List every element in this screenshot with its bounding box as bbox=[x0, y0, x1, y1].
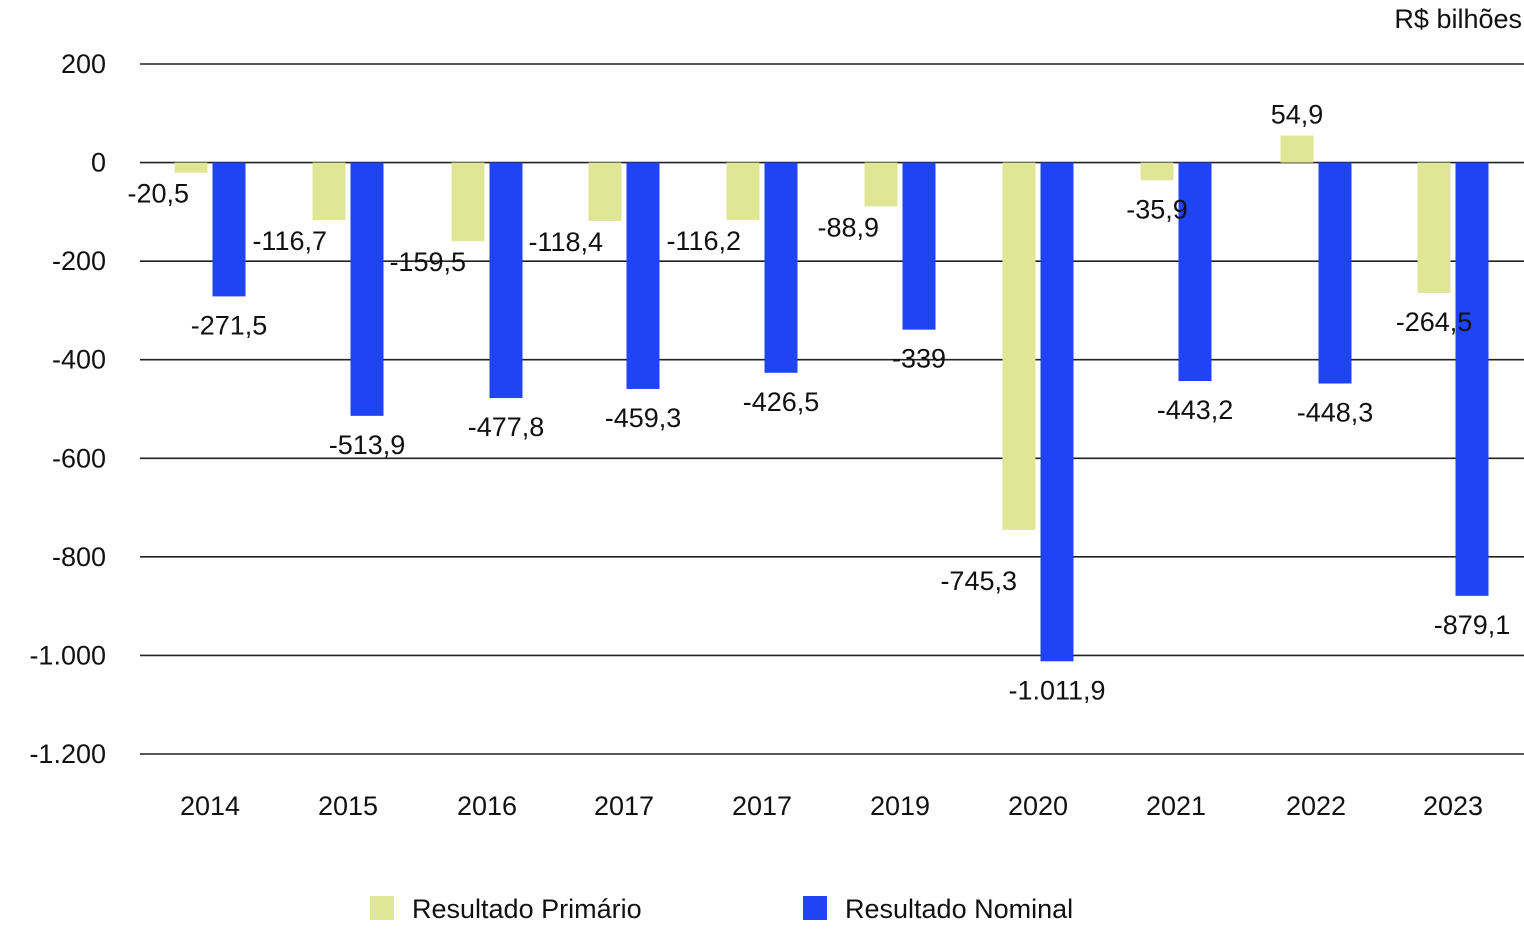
x-tick-label: 2019 bbox=[870, 791, 930, 821]
y-tick-label: 0 bbox=[91, 148, 106, 178]
y-tick-label: -600 bbox=[52, 443, 106, 473]
data-label: -264,5 bbox=[1396, 307, 1473, 337]
bar-resultado-primario bbox=[174, 162, 208, 173]
data-labels: -20,5 -116,7 -159,5 -118,4 -116,2 -88,9 -745,3… bbox=[127, 100, 1510, 706]
x-axis-ticks: 2014 2015 2016 2017 2017 2019 2020 2021 2022 2023 bbox=[180, 791, 1483, 821]
data-label: -745,3 bbox=[940, 566, 1017, 596]
bar-resultado-nominal bbox=[1040, 162, 1074, 662]
bar-resultado-primario bbox=[1417, 162, 1451, 293]
bar-resultado-primario bbox=[726, 162, 760, 220]
x-tick-label: 2021 bbox=[1146, 791, 1206, 821]
bar-resultado-primario bbox=[1140, 162, 1174, 181]
legend-label: Resultado Nominal bbox=[845, 894, 1073, 924]
legend-swatch bbox=[370, 896, 394, 920]
y-tick-label: -1.200 bbox=[29, 739, 106, 769]
legend-label: Resultado Primário bbox=[412, 894, 642, 924]
x-tick-label: 2022 bbox=[1286, 791, 1346, 821]
data-label: -159,5 bbox=[389, 247, 466, 277]
bar-resultado-primario bbox=[312, 162, 346, 221]
y-axis-ticks: 200 0 -200 -400 -600 -800 -1.000 -1.200 bbox=[29, 49, 106, 769]
data-label: -448,3 bbox=[1297, 398, 1374, 428]
data-label: -477,8 bbox=[468, 412, 545, 442]
y-tick-label: -1.000 bbox=[29, 640, 106, 670]
x-tick-label: 2015 bbox=[318, 791, 378, 821]
x-tick-label: 2017 bbox=[594, 791, 654, 821]
x-tick-label: 2023 bbox=[1423, 791, 1483, 821]
data-label: 54,9 bbox=[1271, 100, 1324, 130]
data-label: -271,5 bbox=[191, 310, 268, 340]
data-label: -116,2 bbox=[666, 226, 741, 256]
data-label: -88,9 bbox=[817, 212, 879, 242]
unit-label: R$ bilhões bbox=[1394, 4, 1522, 34]
bar-resultado-primario bbox=[451, 162, 485, 242]
bar-resultado-primario bbox=[1002, 162, 1036, 530]
data-label: -339 bbox=[892, 344, 946, 374]
bars bbox=[174, 135, 1489, 662]
bar-resultado-nominal bbox=[1455, 162, 1489, 596]
legend-swatch bbox=[803, 896, 827, 920]
y-tick-label: -200 bbox=[52, 246, 106, 276]
x-tick-label: 2020 bbox=[1008, 791, 1068, 821]
bar-resultado-nominal bbox=[212, 162, 246, 297]
x-tick-label: 2017 bbox=[732, 791, 792, 821]
data-label: -879,1 bbox=[1434, 610, 1511, 640]
y-tick-label: -800 bbox=[52, 542, 106, 572]
bar-resultado-nominal bbox=[764, 162, 798, 373]
bar-resultado-primario bbox=[864, 162, 898, 207]
data-label: -118,4 bbox=[528, 227, 603, 257]
bar-resultado-nominal bbox=[902, 162, 936, 330]
x-tick-label: 2014 bbox=[180, 791, 240, 821]
x-tick-label: 2016 bbox=[457, 791, 517, 821]
data-label: -426,5 bbox=[743, 387, 820, 417]
data-label: -513,9 bbox=[329, 430, 406, 460]
y-tick-label: -400 bbox=[52, 345, 106, 375]
bar-resultado-nominal bbox=[350, 162, 384, 416]
data-label: -116,7 bbox=[252, 226, 327, 256]
data-label: -1.011,9 bbox=[1008, 675, 1105, 705]
legend: Resultado Primário Resultado Nominal bbox=[370, 894, 1073, 924]
y-tick-label: 200 bbox=[61, 49, 106, 79]
bar-resultado-nominal bbox=[626, 162, 660, 389]
bar-resultado-primario bbox=[588, 162, 622, 221]
data-label: -20,5 bbox=[127, 179, 189, 209]
data-label: -443,2 bbox=[1157, 395, 1234, 425]
data-label: -459,3 bbox=[605, 403, 682, 433]
bar-resultado-nominal bbox=[489, 162, 523, 399]
bar-resultado-nominal bbox=[1178, 162, 1212, 382]
data-label: -35,9 bbox=[1126, 194, 1188, 224]
bar-resultado-nominal bbox=[1318, 162, 1352, 384]
bar-resultado-primario bbox=[1280, 135, 1314, 163]
